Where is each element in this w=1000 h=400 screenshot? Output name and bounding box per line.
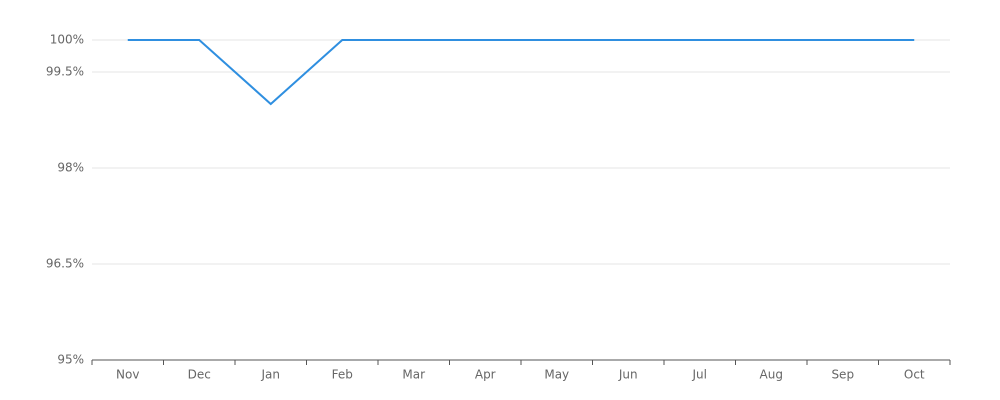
- x-tick-label: Dec: [188, 368, 211, 382]
- x-tick-label: Jun: [618, 368, 638, 382]
- x-tick-label: Jul: [692, 368, 707, 382]
- y-tick-label: 96.5%: [46, 257, 84, 271]
- x-tick-label: Apr: [475, 368, 496, 382]
- y-tick-label: 99.5%: [46, 65, 84, 79]
- x-tick-label: Mar: [402, 368, 425, 382]
- series-line: [127, 39, 915, 106]
- y-tick-label: 95%: [57, 353, 84, 367]
- x-tick-label: Oct: [904, 368, 925, 382]
- x-tick-label: Aug: [760, 368, 783, 382]
- x-tick-label: Feb: [332, 368, 353, 382]
- y-tick-label: 100%: [50, 33, 84, 47]
- x-tick-label: Jan: [261, 368, 281, 382]
- x-tick-label: May: [544, 368, 569, 382]
- y-tick-label: 98%: [57, 161, 84, 175]
- x-tick-label: Nov: [116, 368, 139, 382]
- x-tick-label: Sep: [831, 368, 854, 382]
